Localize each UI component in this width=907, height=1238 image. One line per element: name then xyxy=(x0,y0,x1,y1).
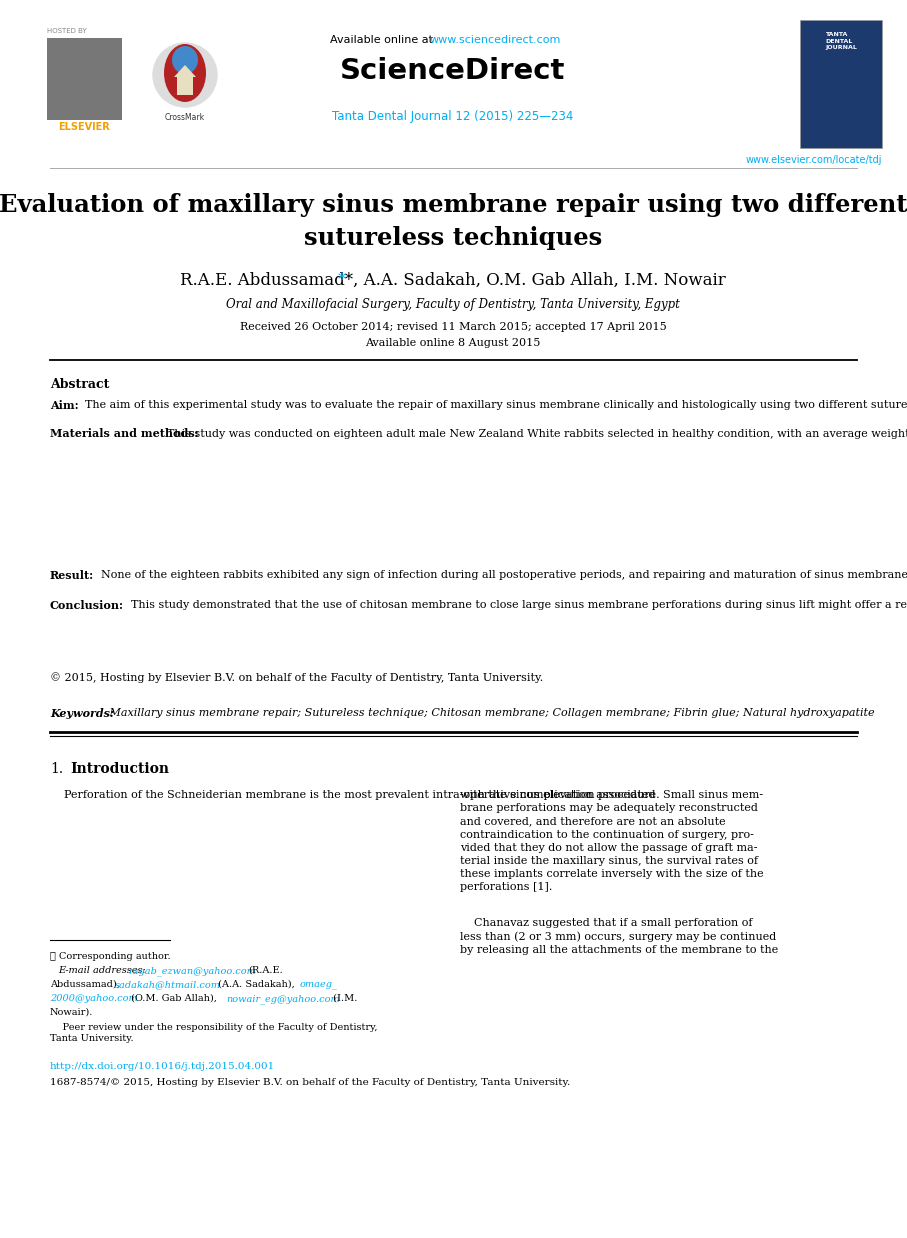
Text: with the sinus elevation procedure. Small sinus mem-
brane perforations may be a: with the sinus elevation procedure. Smal… xyxy=(460,790,764,893)
Text: Result:: Result: xyxy=(50,569,94,581)
Text: 1687-8574/© 2015, Hosting by Elsevier B.V. on behalf of the Faculty of Dentistry: 1687-8574/© 2015, Hosting by Elsevier B.… xyxy=(50,1078,571,1087)
Text: Available online at: Available online at xyxy=(330,35,436,45)
FancyArrow shape xyxy=(174,66,196,95)
Text: R.A.E. Abdussamad*, A.A. Sadakah, O.M. Gab Allah, I.M. Nowair: R.A.E. Abdussamad*, A.A. Sadakah, O.M. G… xyxy=(180,272,726,288)
Text: Abstract: Abstract xyxy=(50,378,110,391)
Text: The aim of this experimental study was to evaluate the repair of maxillary sinus: The aim of this experimental study was t… xyxy=(78,400,907,410)
Text: ELSEVIER: ELSEVIER xyxy=(58,123,110,132)
Text: None of the eighteen rabbits exhibited any sign of infection during all postoper: None of the eighteen rabbits exhibited a… xyxy=(94,569,907,579)
Text: Aim:: Aim: xyxy=(50,400,79,411)
Text: Evaluation of maxillary sinus membrane repair using two different
sutureless tec: Evaluation of maxillary sinus membrane r… xyxy=(0,193,907,250)
Text: *: * xyxy=(338,272,346,288)
Text: www.elsevier.com/locate/tdj: www.elsevier.com/locate/tdj xyxy=(746,155,882,165)
Text: This study was conducted on eighteen adult male New Zealand White rabbits select: This study was conducted on eighteen adu… xyxy=(160,428,907,438)
Text: 1.: 1. xyxy=(50,763,63,776)
Text: Maxillary sinus membrane repair; Sutureless technique; Chitosan membrane; Collag: Maxillary sinus membrane repair; Suturel… xyxy=(106,708,874,718)
FancyBboxPatch shape xyxy=(47,38,122,120)
Text: Received 26 October 2014; revised 11 March 2015; accepted 17 April 2015: Received 26 October 2014; revised 11 Mar… xyxy=(239,322,667,332)
Text: Perforation of the Schneiderian membrane is the most prevalent intra-operative c: Perforation of the Schneiderian membrane… xyxy=(50,790,656,800)
Text: sadakah@htmail.com: sadakah@htmail.com xyxy=(115,980,221,989)
Text: TANTA
DENTAL
JOURNAL: TANTA DENTAL JOURNAL xyxy=(825,32,857,51)
Text: www.sciencedirect.com: www.sciencedirect.com xyxy=(430,35,561,45)
Text: 2000@yahoo.com: 2000@yahoo.com xyxy=(50,994,138,1003)
Text: ScienceDirect: ScienceDirect xyxy=(340,57,566,85)
Text: Peer review under the responsibility of the Faculty of Dentistry,
Tanta Universi: Peer review under the responsibility of … xyxy=(50,1023,377,1044)
Text: Available online 8 August 2015: Available online 8 August 2015 xyxy=(366,338,541,348)
Text: Conclusion:: Conclusion: xyxy=(50,600,124,612)
Text: nowair_eg@yahoo.com: nowair_eg@yahoo.com xyxy=(226,994,340,1004)
Text: E-mail addresses:: E-mail addresses: xyxy=(58,966,146,976)
Text: Nowair).: Nowair). xyxy=(50,1008,93,1016)
Text: http://dx.doi.org/10.1016/j.tdj.2015.04.001: http://dx.doi.org/10.1016/j.tdj.2015.04.… xyxy=(50,1062,275,1071)
Text: Oral and Maxillofacial Surgery, Faculty of Dentistry, Tanta University, Egypt: Oral and Maxillofacial Surgery, Faculty … xyxy=(226,298,680,311)
Text: HOSTED BY: HOSTED BY xyxy=(47,28,87,33)
Text: (O.M. Gab Allah),: (O.M. Gab Allah), xyxy=(128,994,220,1003)
Text: omaeg_: omaeg_ xyxy=(300,980,338,989)
FancyBboxPatch shape xyxy=(800,20,882,149)
Circle shape xyxy=(153,43,217,106)
Text: ★ Corresponding author.: ★ Corresponding author. xyxy=(50,952,171,961)
Text: (R.A.E.: (R.A.E. xyxy=(248,966,283,976)
Text: Introduction: Introduction xyxy=(70,763,169,776)
Text: Keywords:: Keywords: xyxy=(50,708,114,719)
Text: Abdussamad),: Abdussamad), xyxy=(50,980,123,989)
Text: Materials and methods:: Materials and methods: xyxy=(50,428,199,439)
Text: This study demonstrated that the use of chitosan membrane to close large sinus m: This study demonstrated that the use of … xyxy=(124,600,907,610)
Text: ragab_ezwan@yahoo.com: ragab_ezwan@yahoo.com xyxy=(128,966,256,976)
Ellipse shape xyxy=(164,45,206,102)
Text: Tanta Dental Journal 12 (2015) 225—234: Tanta Dental Journal 12 (2015) 225—234 xyxy=(332,110,574,123)
Text: CrossMark: CrossMark xyxy=(165,113,205,123)
Ellipse shape xyxy=(172,46,198,74)
Text: © 2015, Hosting by Elsevier B.V. on behalf of the Faculty of Dentistry, Tanta Un: © 2015, Hosting by Elsevier B.V. on beha… xyxy=(50,672,543,683)
Text: (I.M.: (I.M. xyxy=(330,994,357,1003)
Text: (A.A. Sadakah),: (A.A. Sadakah), xyxy=(215,980,297,989)
Text: Chanavaz suggested that if a small perforation of
less than (2 or 3 mm) occurs, : Chanavaz suggested that if a small perfo… xyxy=(460,919,778,956)
